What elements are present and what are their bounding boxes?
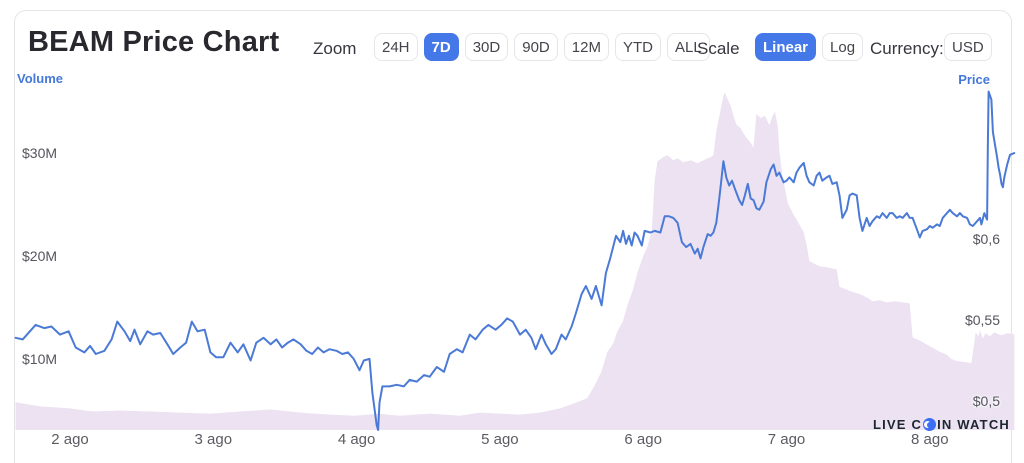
price-axis-title: Price xyxy=(958,72,990,87)
currency-button-group: USD xyxy=(944,33,992,61)
price-tick-$0,5: $0,5 xyxy=(972,393,1000,409)
zoom-all-button[interactable]: ALL xyxy=(666,33,710,61)
x-tick-8 ago: 8 ago xyxy=(911,431,949,448)
volume-axis-title: Volume xyxy=(17,71,63,86)
currency-usd-button[interactable]: USD xyxy=(944,33,992,61)
watermark-text-left: LIVE C xyxy=(872,417,923,432)
watermark: LIVE C IN WATCH xyxy=(873,417,1010,432)
x-tick-3 ago: 3 ago xyxy=(194,431,233,448)
price-line-series xyxy=(14,90,1016,431)
scale-linear-button[interactable]: Linear xyxy=(755,33,817,61)
volume-tick-$30M: $30M xyxy=(22,145,58,161)
scale-log-button[interactable]: Log xyxy=(822,33,864,61)
page-title: BEAM Price Chart xyxy=(28,26,280,58)
zoom-label: Zoom xyxy=(313,39,357,58)
zoom-30d-button[interactable]: 30D xyxy=(464,33,509,61)
zoom-24h-button[interactable]: 24H xyxy=(374,33,418,61)
x-tick-5 ago: 5 ago xyxy=(481,431,519,448)
price-tick-$0,6: $0,6 xyxy=(972,231,1000,247)
volume-tick-$10M: $10M xyxy=(22,351,58,367)
x-tick-4 ago: 4 ago xyxy=(337,431,376,448)
zoom-12m-button[interactable]: 12M xyxy=(563,33,609,61)
scale-label: Scale xyxy=(697,39,740,58)
currency-label: Currency: xyxy=(870,39,944,58)
price-tick-$0,55: $0,55 xyxy=(964,312,1000,328)
coin-icon xyxy=(923,418,937,431)
volume-tick-$20M: $20M xyxy=(22,248,58,264)
x-tick-6 ago: 6 ago xyxy=(624,431,662,448)
zoom-7d-button[interactable]: 7D xyxy=(423,33,459,61)
zoom-button-group: 24H 7D 30D 90D 12M YTD ALL xyxy=(374,33,710,61)
zoom-90d-button[interactable]: 90D xyxy=(514,33,558,61)
volume-area-series xyxy=(15,92,1015,430)
watermark-text-right: IN WATCH xyxy=(937,417,1010,432)
zoom-ytd-button[interactable]: YTD xyxy=(614,33,661,61)
x-tick-2 ago: 2 ago xyxy=(51,431,89,448)
scale-button-group: Linear Log xyxy=(755,33,864,61)
x-tick-7 ago: 7 ago xyxy=(767,431,806,448)
